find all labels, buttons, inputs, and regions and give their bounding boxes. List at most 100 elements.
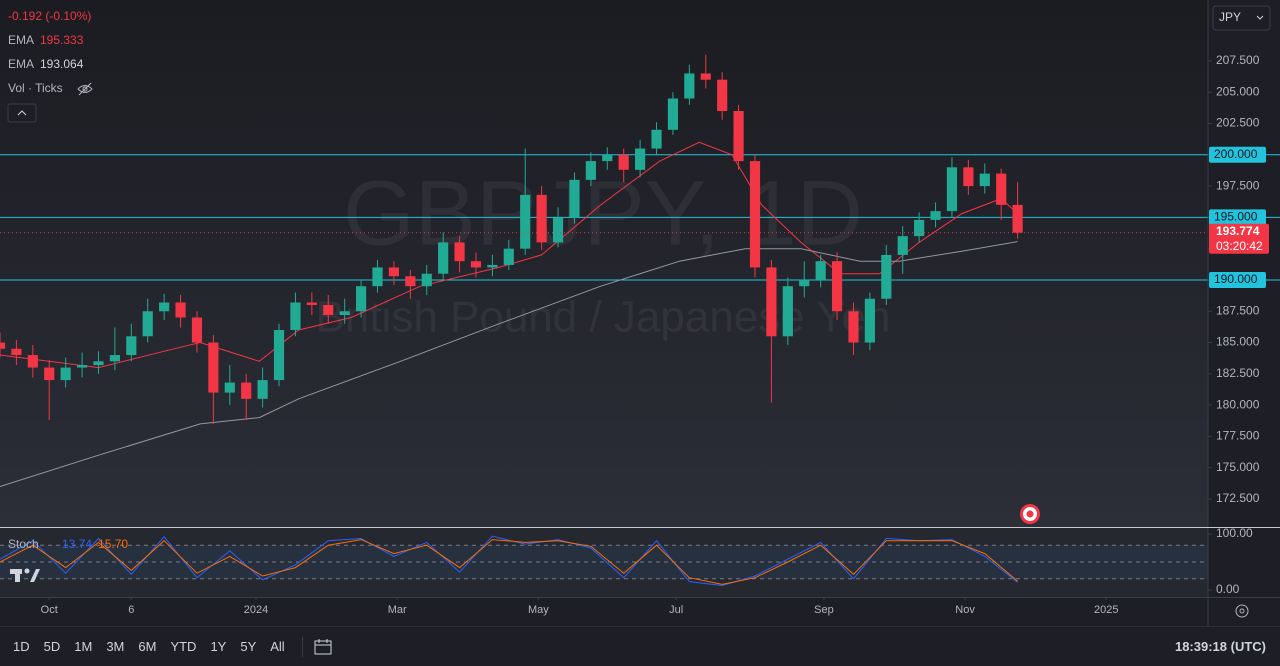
candle-body [355,286,367,312]
chart: GBPJPY, 1D British Pound / Japanese Yen 17… [0,0,1280,626]
level-label: 190.000 [1214,272,1258,286]
x-tick-label: Mar [388,604,407,616]
candle-body [569,179,580,218]
candle-body [733,111,744,162]
last-price-box [1209,223,1269,254]
y-tick-label: 172.500 [1216,491,1260,505]
stoch-legend-value: 15.70 [98,537,128,551]
candle-body [946,167,958,212]
ema-name: EMA [8,57,34,71]
candle-body [191,317,203,343]
candle-body [782,286,793,337]
collapse-button[interactable] [7,103,37,123]
candle-body [290,302,301,331]
ema-value: 195.333 [40,33,84,47]
x-tick-label: Sep [814,604,834,616]
stoch-line [0,535,1018,587]
settings-icon[interactable] [1235,604,1249,618]
countdown: 03:20:42 [1216,239,1263,253]
y-tick-label: 205.000 [1216,84,1260,98]
candle-body [76,365,88,368]
stoch-title: Stoch [8,537,39,551]
candle-body [914,219,925,237]
range-button[interactable]: 5Y [240,639,257,654]
candle-body [241,382,252,399]
range-button[interactable]: All [270,639,285,654]
currency-button[interactable] [1212,5,1271,31]
candle-body [93,361,104,366]
candle-body [273,330,285,381]
x-tick-label: 6 [128,604,134,616]
watermark-title: GBPJPY, 1D [343,162,863,264]
candle-body [815,261,826,280]
y-tick-label: 187.500 [1216,303,1260,317]
candle-body [618,154,629,170]
candle-body [306,302,317,305]
range-button[interactable]: 5D [43,639,61,654]
tv-logo [10,568,40,582]
ema-name: EMA [8,33,34,47]
candle-body [487,264,498,268]
range-button[interactable]: 1D [13,639,30,654]
candle-body [159,302,170,312]
range-button[interactable]: 3M [106,639,125,654]
y-tick-label: 175.000 [1216,460,1260,474]
watermark-subtitle: British Pound / Japanese Yen [316,293,891,342]
candle-body [651,129,662,149]
clock: 18:39:18 (UTC) [1174,639,1266,654]
level-label-box [1209,146,1266,163]
candle-body [339,311,350,315]
x-tick-label: May [528,604,549,616]
range-button[interactable]: 1M [74,639,93,654]
ema-line [0,141,1018,369]
level-label-box [1209,209,1266,226]
candle-body [700,73,711,80]
candle-body [109,355,120,362]
ema-value: 193.064 [40,57,84,71]
candle-body [963,167,974,187]
candle-body [1012,204,1023,233]
candle-body [27,355,38,368]
main-pane [0,0,1208,527]
range-buttons: 1D 5D 1M 3M 6M YTD 1Y 5Y All [6,639,292,654]
volume-label: Vol · Ticks [8,81,63,95]
change: -0.192 (-0.10%) [8,9,91,23]
x-tick-label: 2025 [1094,604,1118,616]
calendar-icon[interactable] [313,637,333,657]
candle-body [372,267,383,287]
candle-body [717,79,728,112]
candle-body [831,261,843,312]
candle-body [257,380,268,399]
range-button[interactable]: YTD [170,639,197,654]
target-icon[interactable] [1020,504,1040,524]
candle-body [766,267,777,337]
stoch-legend-value: 13.74 [62,537,92,551]
candle-body [979,173,990,187]
x-tick-label: Jul [669,604,683,616]
y-tick-label: 202.500 [1216,116,1260,130]
eye-off-icon [77,82,93,96]
candle-body [635,148,646,170]
candle-body [126,336,137,356]
range-button[interactable]: 6M [138,639,157,654]
range-button[interactable]: 1Y [210,639,227,654]
currency: JPY [1219,10,1241,24]
candle-body [175,302,186,318]
chevron [1256,15,1264,20]
candle-body [552,217,564,243]
y-tick-label: 182.500 [1216,366,1260,380]
candle-body [454,242,465,262]
caret-icon [17,110,27,116]
candle-body [323,304,334,315]
last-price-label: 193.774 [1216,224,1260,238]
candle-body [224,382,235,393]
candle-body [11,348,22,356]
level-label-box [1209,271,1266,288]
candle-body [503,248,514,265]
candle-body [470,261,482,268]
y-tick-label: 197.500 [1216,178,1260,192]
candle-body [930,211,941,220]
candle-body [405,276,416,287]
x-tick-label: Nov [955,604,975,616]
